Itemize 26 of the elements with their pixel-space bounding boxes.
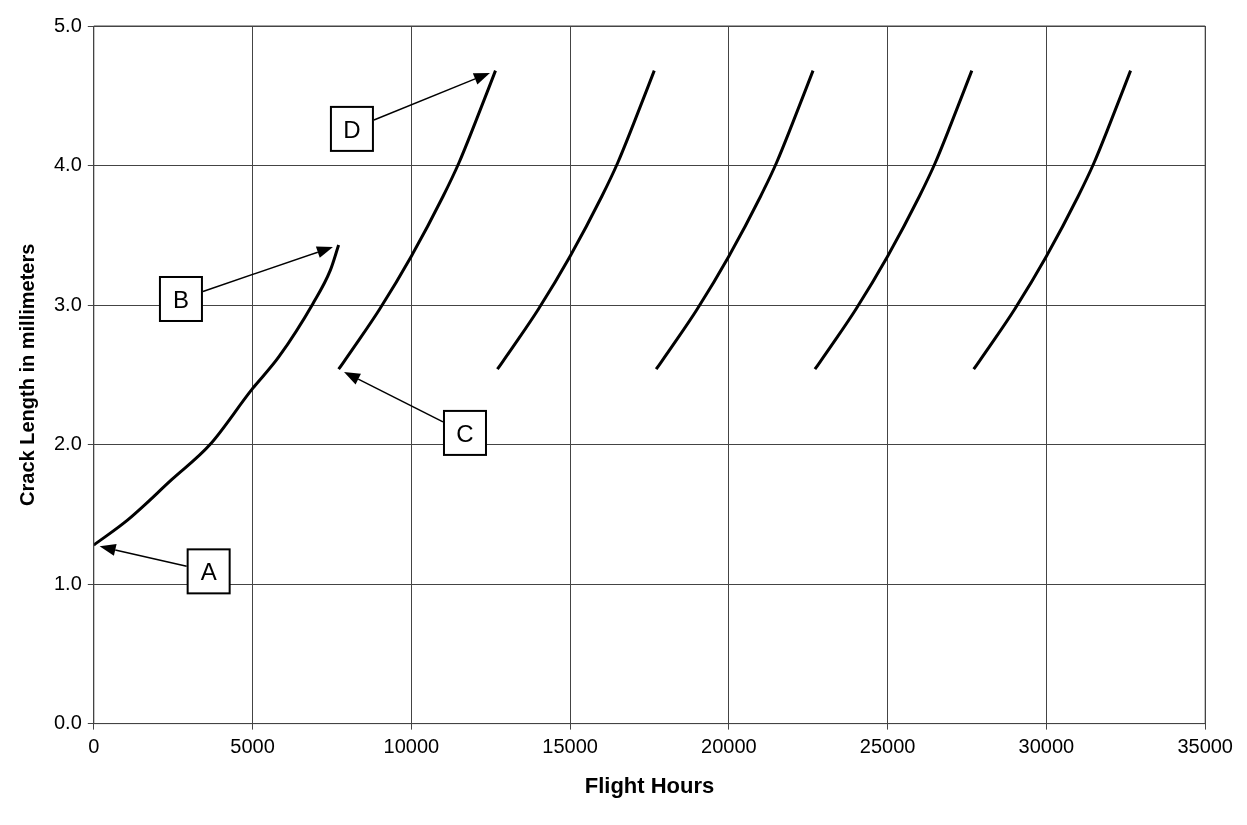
line-series — [813, 69, 974, 371]
line-series — [337, 69, 497, 371]
annotation: B — [172, 285, 189, 313]
line-series — [972, 69, 1133, 371]
x-tick-label: 35000 — [1177, 735, 1233, 758]
line-series — [495, 69, 656, 371]
y-axis-title: Crack Length in millimeters — [15, 243, 38, 506]
x-tick-label: 25000 — [859, 735, 916, 758]
x-tick-label: 5000 — [230, 735, 275, 758]
y-tick-label: 4.0 — [53, 153, 82, 176]
x-axis-title: Flight Hours — [584, 772, 715, 798]
x-tick-label: 0 — [88, 735, 100, 758]
y-tick-label: 5.0 — [53, 13, 82, 36]
annotation: C — [456, 419, 474, 447]
y-tick-label: 0.0 — [53, 711, 82, 734]
line-series — [654, 69, 815, 371]
x-tick-label: 30000 — [1018, 735, 1075, 758]
x-tick-label: 15000 — [542, 735, 598, 758]
annotation: D — [343, 115, 361, 143]
y-tick-label: 2.0 — [53, 432, 82, 455]
y-tick-label: 1.0 — [53, 571, 82, 594]
y-tick-label: 3.0 — [53, 292, 82, 315]
x-tick-label: 20000 — [701, 735, 757, 758]
line-series — [93, 243, 341, 547]
annotation: A — [200, 558, 217, 586]
x-tick-label: 10000 — [383, 735, 440, 758]
